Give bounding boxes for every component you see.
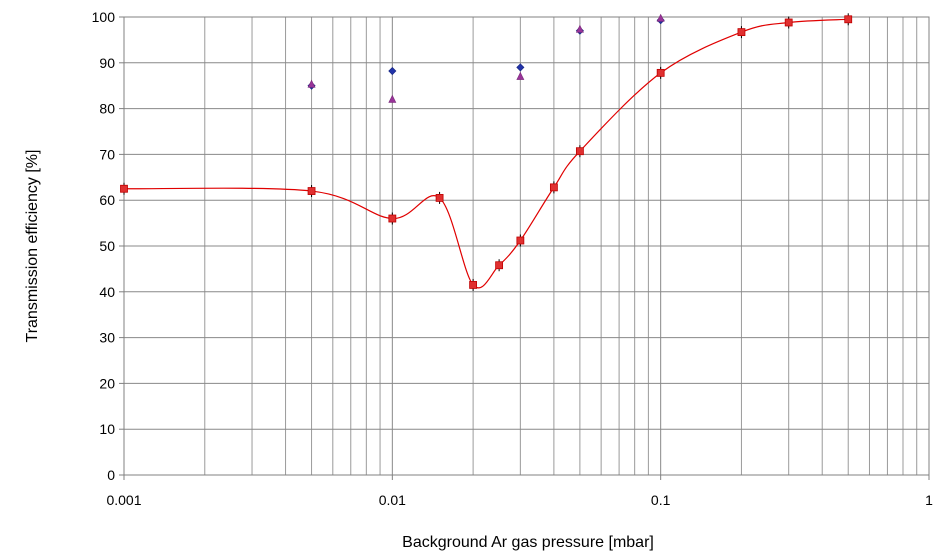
y-tick-label: 50 [99,238,115,254]
triangle-marker [656,13,665,22]
triangle-marker [307,79,316,88]
square-marker [656,68,665,77]
y-tick-label: 100 [92,9,116,25]
diamond-marker [516,63,525,72]
x-tick-label: 0.1 [651,492,671,508]
tick-labels: 0 10 20 30 40 50 60 70 80 90 100 0.001 0.01 0.1 1 [92,9,933,508]
square-marker [435,194,444,202]
square-marker [469,281,478,289]
y-tick-label: 90 [99,55,115,71]
y-axis-title: Transmission efficiency [%] [24,150,41,343]
x-tick-label: 0.01 [379,492,406,508]
y-tick-label: 20 [99,375,115,391]
square-marker [575,147,584,156]
y-tick-label: 0 [107,467,115,483]
square-marker [388,214,397,223]
triangle-marker [516,71,525,80]
y-tick-label: 70 [99,146,115,162]
diamond-marker [388,66,397,76]
square-marker [307,187,316,195]
square-marker [120,184,128,193]
square-marker [844,15,853,24]
y-tick-label: 60 [99,192,115,208]
series-0-curve [123,18,849,289]
x-tick-label: 0.001 [106,492,141,508]
y-tick-label: 80 [99,101,115,117]
square-marker [737,28,746,37]
data-markers [120,13,853,291]
y-tick-label: 30 [99,330,115,346]
square-marker [784,18,793,27]
triangle-marker [575,24,584,33]
y-tick-label: 40 [99,284,115,300]
y-tick-label: 10 [99,421,115,437]
x-axis-title: Background Ar gas pressure [mbar] [402,534,654,551]
square-marker [549,183,558,192]
grid [119,16,930,480]
x-tick-label: 1 [925,492,933,508]
fit-curves [123,18,849,289]
square-marker [516,236,525,245]
triangle-marker [388,94,397,103]
square-marker [495,261,504,270]
